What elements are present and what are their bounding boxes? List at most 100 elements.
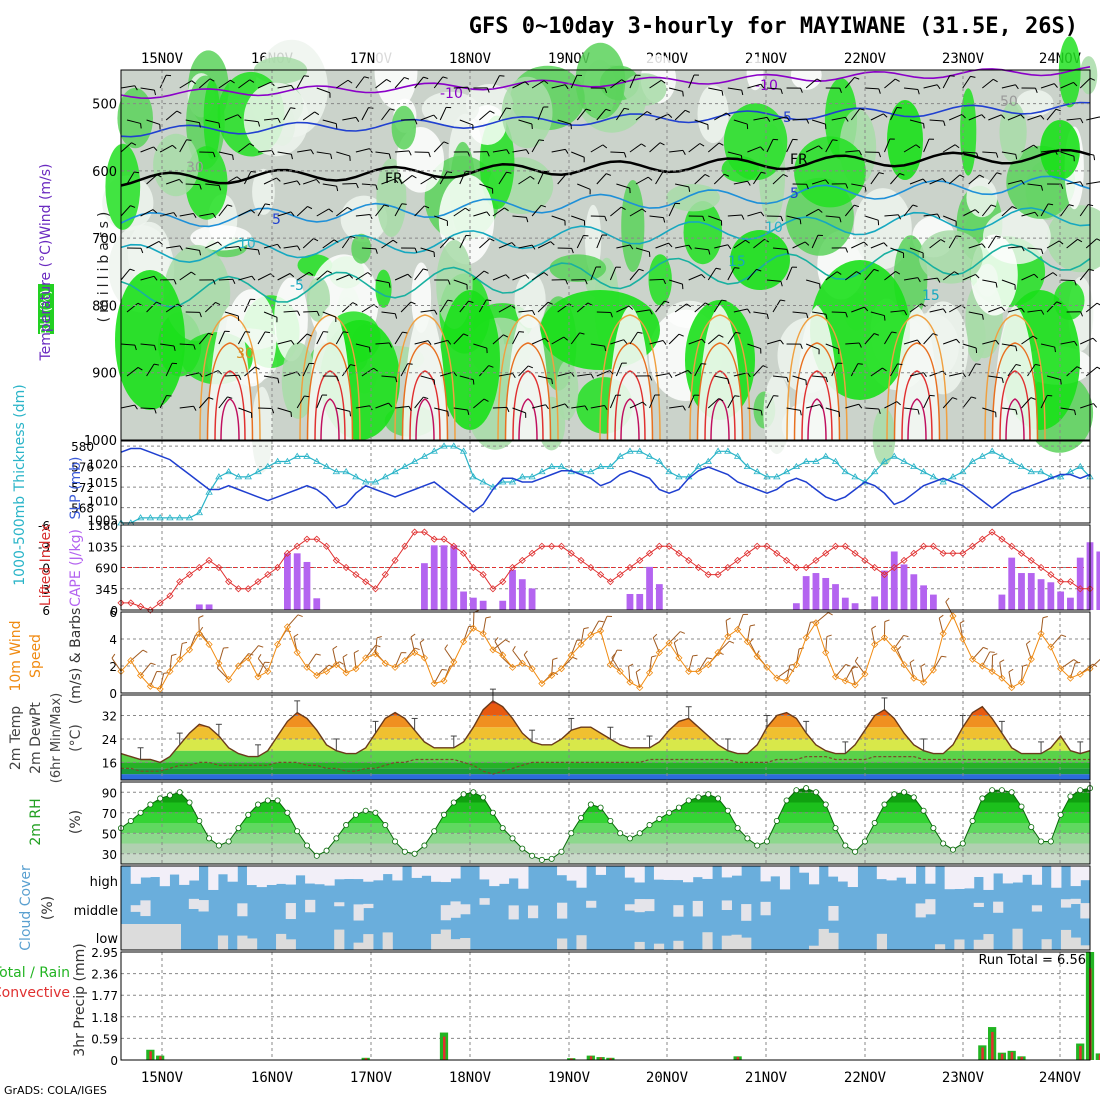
upper-wind-barb <box>733 372 748 377</box>
upper-wind-barb <box>193 213 197 219</box>
upper-wind-barb <box>1086 181 1100 185</box>
upper-wind-barb <box>492 149 507 153</box>
cloud-low-block <box>285 939 296 950</box>
upper-wind-barb <box>468 300 474 304</box>
wind-units-label: (m/s) & Barbs <box>68 608 84 705</box>
pressure-tick-800: 800 <box>92 299 117 314</box>
upper-wind-barb <box>306 333 312 337</box>
upper-wind-barb <box>995 235 1001 238</box>
upper-wind-barb <box>193 344 196 350</box>
upper-wind-barb <box>903 407 918 411</box>
upper-wind-barb <box>1033 273 1039 279</box>
wind10m-marker <box>430 679 438 688</box>
upper-wind-barb <box>323 331 329 333</box>
wind10m-barb <box>342 653 348 658</box>
upper-wind-barb <box>669 149 684 153</box>
upper-wind-barb <box>688 74 695 89</box>
upper-wind-barb <box>217 241 222 246</box>
upper-wind-barb <box>1040 115 1045 120</box>
upper-wind-barb <box>638 268 644 272</box>
wind10m-barb <box>316 664 330 676</box>
upper-wind-barb <box>1046 375 1061 380</box>
cloud-mid-block <box>198 900 209 912</box>
li-marker <box>1066 578 1074 586</box>
freezing-level <box>120 148 1091 187</box>
upper-wind-barb <box>120 343 135 346</box>
wind10m-barb <box>989 651 995 653</box>
upper-wind-barb <box>434 339 448 345</box>
wind10m-barb <box>523 654 533 669</box>
upper-wind-barb <box>1001 206 1013 217</box>
upper-wind-barb <box>427 340 432 345</box>
upper-wind-barb <box>198 372 203 378</box>
cloud-low-block <box>450 939 461 950</box>
upper-wind-barb <box>505 274 510 279</box>
upper-wind-barb <box>1060 379 1062 385</box>
thickness-marker <box>499 478 507 485</box>
wind10m-barb <box>512 645 516 651</box>
upper-wind-barb <box>336 274 350 281</box>
upper-wind-barb <box>590 144 604 153</box>
cape-bar <box>518 579 526 610</box>
upper-wind-barb <box>745 239 750 244</box>
cloud-high-block <box>440 866 451 883</box>
li-marker <box>352 571 360 579</box>
upper-wind-barb <box>263 375 278 379</box>
wind10m-barb <box>1092 663 1098 668</box>
upper-wind-barb <box>968 363 977 377</box>
upper-wind-barb <box>447 299 453 302</box>
upper-wind-barb <box>921 303 926 307</box>
upper-wind-barb <box>277 339 292 345</box>
upper-wind-barb <box>786 116 790 122</box>
upper-wind-barb <box>733 239 746 249</box>
upper-wind-barb <box>724 173 730 177</box>
upper-wind-barb <box>995 152 999 158</box>
temp-band <box>121 774 1090 780</box>
upper-wind-barb <box>504 207 509 212</box>
upper-wind-barb <box>954 144 960 149</box>
wind10m-marker <box>802 634 810 642</box>
upper-wind-barb <box>383 204 390 207</box>
upper-wind-barb <box>968 243 983 249</box>
temp-isotherm-warm <box>206 342 254 441</box>
cloud-high-block <box>411 866 422 878</box>
thickness-marker <box>919 467 928 475</box>
thickness-marker <box>743 462 752 470</box>
thickness-marker <box>283 457 292 464</box>
upper-wind-barb <box>341 302 354 313</box>
upper-wind-barb <box>381 239 394 249</box>
wind10m-marker <box>176 655 184 663</box>
rh-contour-fill <box>375 269 392 308</box>
rh-marker <box>636 830 643 837</box>
upper-wind-barb <box>1007 246 1022 249</box>
cape-bar <box>528 588 536 610</box>
cape-bar <box>881 570 888 610</box>
upper-wind-barb <box>218 331 226 345</box>
upper-wind-barb <box>146 174 158 185</box>
upper-wind-barb <box>212 152 216 158</box>
cloud-low-block <box>954 939 965 950</box>
upper-wind-barb <box>199 213 214 217</box>
upper-wind-barb <box>1015 409 1018 415</box>
wind10m-barb <box>130 649 144 661</box>
upper-wind-barb <box>1052 272 1058 276</box>
cloud-low-block <box>934 944 946 950</box>
wind10m-marker <box>880 634 889 642</box>
upper-wind-barb <box>649 309 653 315</box>
cape-bar <box>430 545 438 610</box>
wind10m-barb <box>945 597 950 603</box>
upper-wind-barb <box>1068 204 1074 207</box>
li-marker <box>841 542 849 550</box>
wind10m-marker <box>195 630 203 638</box>
thickness-marker <box>254 467 262 475</box>
upper-wind-barb <box>245 331 251 333</box>
upper-wind-barb <box>694 363 702 377</box>
upper-wind-barb <box>1074 280 1077 286</box>
wind10m-barb <box>374 646 378 652</box>
rh-marker <box>587 801 594 808</box>
upper-wind-barb <box>1007 114 1022 121</box>
cloud-low-block <box>431 933 442 950</box>
upper-wind-barb <box>465 207 470 212</box>
upper-wind-barb <box>1015 154 1018 160</box>
